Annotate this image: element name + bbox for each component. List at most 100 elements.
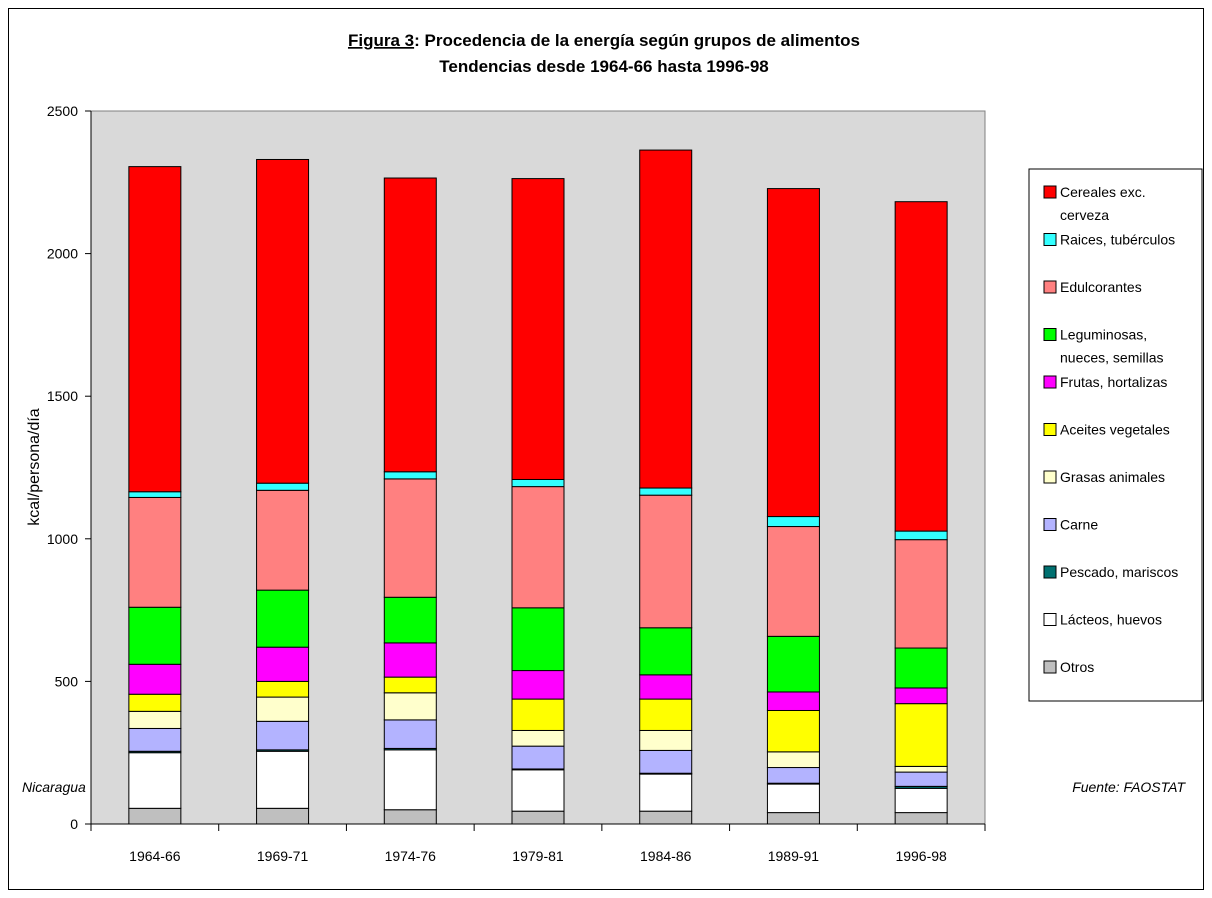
bar-segment-1989-91-1 — [766, 783, 820, 814]
bar-segment-1979-81-8 — [511, 486, 565, 609]
legend-swatch — [1043, 423, 1057, 436]
bar-segment-1974-76-0 — [383, 809, 437, 825]
bar-segment-1974-76-9 — [383, 471, 437, 480]
bar-segment-1964-66-7 — [128, 606, 182, 665]
legend-label: Otros — [1060, 659, 1094, 675]
svg-text:Figura 3: Procedencia de la en: Figura 3: Procedencia de la energía segú… — [348, 31, 860, 50]
bar-segment-1984-86-8 — [639, 494, 693, 629]
legend-swatch — [1043, 375, 1057, 389]
bar-segment-1974-76-1 — [383, 749, 437, 811]
legend-label: nueces, semillas — [1060, 350, 1164, 366]
bar-segment-1984-86-1 — [639, 773, 693, 812]
legend-label: Cereales exc. — [1060, 184, 1146, 200]
legend-label: Leguminosas, — [1060, 327, 1147, 343]
bar-segment-1974-76-7 — [383, 596, 437, 644]
bar-segment-1969-71-0 — [256, 807, 310, 825]
bar-segment-1964-66-9 — [128, 491, 182, 498]
chart-subtitle: Tendencias desde 1964-66 hasta 1996-98 — [439, 57, 768, 76]
bar-segment-1984-86-4 — [639, 729, 693, 751]
bar-segment-1969-71-10 — [256, 158, 310, 484]
legend-swatch — [1043, 233, 1057, 246]
bar-segment-1996-98-6 — [894, 687, 948, 705]
bar-segment-1996-98-9 — [894, 530, 948, 541]
bar-segment-1989-91-4 — [766, 751, 820, 769]
bar-segment-1996-98-4 — [894, 765, 948, 773]
bar-segment-1964-66-1 — [128, 752, 182, 809]
x-tick-label: 1974-76 — [385, 848, 437, 864]
bar-segment-1979-81-6 — [511, 670, 565, 700]
bar-segment-1964-66-3 — [128, 727, 182, 752]
bar-segment-1984-86-0 — [639, 810, 693, 825]
bar-segment-1964-66-4 — [128, 710, 182, 729]
bar-segment-1974-76-3 — [383, 719, 437, 749]
bar-segment-1979-81-9 — [511, 478, 565, 488]
bar-segment-1964-66-5 — [128, 693, 182, 712]
x-tick-label: 1984-86 — [640, 848, 692, 864]
x-tick-label: 1996-98 — [895, 848, 947, 864]
legend-label: Carne — [1060, 517, 1098, 533]
bar-segment-1974-76-10 — [383, 177, 437, 473]
legend-label: Frutas, hortalizas — [1060, 374, 1167, 390]
bar-segment-1974-76-5 — [383, 676, 437, 694]
bar-segment-1989-91-0 — [766, 812, 820, 825]
bar-segment-1979-81-3 — [511, 745, 565, 770]
legend-swatch — [1043, 660, 1057, 674]
x-tick-label: 1989-91 — [768, 848, 820, 864]
bar-segment-1996-98-3 — [894, 771, 948, 787]
legend-label: Grasas animales — [1060, 469, 1165, 485]
bar-segment-1989-91-8 — [766, 526, 820, 637]
bar-segment-1989-91-7 — [766, 635, 820, 693]
legend-label: Lácteos, huevos — [1060, 612, 1162, 628]
legend-box — [1028, 168, 1203, 702]
bar-segment-1989-91-3 — [766, 767, 820, 784]
legend: Cereales exc. cerveza Raices, tubérculos Ed… — [1028, 168, 1203, 702]
bars-group — [128, 149, 948, 825]
bar-segment-1979-81-5 — [511, 698, 565, 731]
bar-segment-1984-86-10 — [639, 149, 693, 489]
bar-segment-1974-76-8 — [383, 478, 437, 598]
legend-swatch — [1043, 613, 1057, 626]
y-axis-label: kcal/persona/día — [26, 408, 43, 526]
legend-swatch — [1043, 185, 1057, 199]
bar-segment-1996-98-8 — [894, 539, 948, 649]
legend-label: Edulcorantes — [1060, 279, 1142, 295]
legend-label: cerveza — [1060, 207, 1109, 223]
bar-segment-1979-81-0 — [511, 810, 565, 825]
bar-segment-1969-71-8 — [256, 489, 310, 591]
bar-segment-1989-91-5 — [766, 709, 820, 753]
bar-segment-1996-98-7 — [894, 647, 948, 689]
bar-segment-1964-66-8 — [128, 496, 182, 608]
y-tick-label: 2500 — [47, 103, 78, 119]
legend-swatch — [1043, 328, 1057, 341]
bar-segment-1974-76-6 — [383, 642, 437, 678]
legend-swatch — [1043, 565, 1057, 579]
x-tick-label: 1979-81 — [512, 848, 564, 864]
bar-segment-1996-98-5 — [894, 703, 948, 767]
bar-segment-1974-76-4 — [383, 692, 437, 721]
bar-segment-1989-91-10 — [766, 188, 820, 518]
bar-segment-1996-98-10 — [894, 201, 948, 532]
bar-segment-1969-71-6 — [256, 646, 310, 682]
bar-segment-1984-86-7 — [639, 627, 693, 676]
legend-swatch — [1043, 518, 1057, 531]
y-tick-label: 500 — [55, 673, 79, 689]
chart-title-prefix: Figura 3 — [348, 31, 414, 50]
y-tick-label: 1000 — [47, 531, 78, 547]
source-note: Fuente: FAOSTAT — [1072, 779, 1186, 795]
country-note: Nicaragua — [22, 779, 86, 795]
bar-segment-1984-86-9 — [639, 487, 693, 496]
bar-segment-1979-81-7 — [511, 607, 565, 672]
bar-segment-1969-71-3 — [256, 720, 310, 751]
bar-segment-1984-86-5 — [639, 698, 693, 731]
bar-segment-1979-81-4 — [511, 729, 565, 747]
axes-group: 0 500 1000 1500 2000 2500 1964-66 1969-71 1974-7… — [47, 103, 986, 864]
y-tick-label: 0 — [70, 816, 78, 832]
bar-segment-1989-91-9 — [766, 516, 820, 528]
chart-title-text: : Procedencia de la energía según grupos… — [414, 31, 860, 50]
bar-segment-1979-81-10 — [511, 178, 565, 480]
bar-segment-1964-66-6 — [128, 663, 182, 695]
bar-segment-1996-98-1 — [894, 787, 948, 814]
chart-title: Figura 3: Procedencia de la energía segú… — [348, 31, 860, 76]
legend-label: Aceites vegetales — [1060, 422, 1170, 438]
